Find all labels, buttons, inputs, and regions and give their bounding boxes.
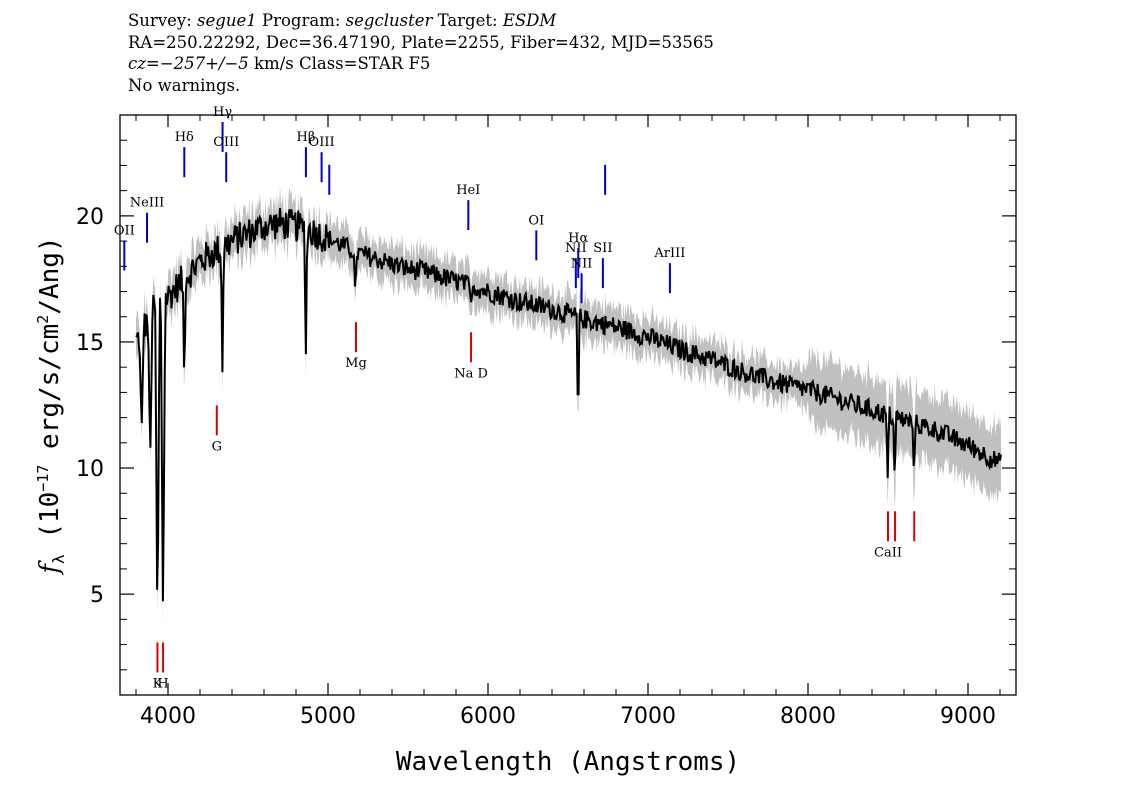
absorption-line-label: Mg [345,356,367,371]
survey-label: Survey: [128,11,192,30]
x-tick-label: 9000 [940,704,996,729]
emission-line-label: HeI [456,183,480,198]
emission-line-label: Hα [568,231,588,246]
flux-layer [135,207,1002,602]
spectrum-header: Survey: segue1 Program: segcluster Targe… [128,10,714,96]
y-tick-label: 20 [76,205,104,230]
emission-line-label: ArIII [653,246,685,261]
header-line-warnings: No warnings. [128,75,241,95]
x-tick-label: 8000 [780,704,836,729]
emission-line-label: OII [114,223,135,238]
y-tick-label: 10 [76,457,104,482]
emission-line-label: OIII [213,135,239,150]
program-label: Program: [261,11,341,30]
y-tick-label: 15 [76,331,104,356]
absorption-line-label: H [157,676,168,691]
absorption-line-label: G [212,439,222,454]
emission-line-label: OIII [309,135,335,150]
error-band-layer [136,186,1001,626]
x-tick-label: 4000 [140,704,196,729]
program-value: segcluster [345,11,433,30]
survey-value: segue1 [197,11,257,30]
cz-value: −257+/−5 [159,54,249,73]
emission-line-label: NII [565,241,587,256]
y-tick-label: 5 [90,583,104,608]
plot-frame [119,114,1017,696]
header-line-coordinates: RA=250.22292, Dec=36.47190, Plate=2255, … [128,32,714,52]
y-axis-title: fλ (10−17 erg/s/cm2/Ang) [34,236,68,575]
absorption-line-label: CaII [874,545,902,560]
absorption-line-label: K [153,676,163,691]
x-tick-label: 7000 [620,704,676,729]
x-tick-label: 6000 [460,704,516,729]
cz-label: cz= [128,54,160,73]
emission-line-label: Hβ [296,130,315,145]
header-line-survey: Survey: segue1 Program: segcluster Targe… [128,10,714,32]
axes-layer: 4000 5000 6000 7000 8000 9000 5 10 15 20 [76,115,1016,729]
cz-unit-class: km/s Class=STAR F5 [254,54,431,73]
x-axis-title: Wavelength (Angstroms) [396,747,740,777]
emission-line-label: NeIII [130,196,164,211]
target-label: Target: [437,11,498,30]
x-tick-label: 5000 [300,704,356,729]
flux-series [135,207,1002,602]
header-line-redshift: cz=−257+/−5 km/s Class=STAR F5 [128,53,714,75]
target-value: ESDM [502,11,557,30]
emission-line-label: Hδ [175,130,194,145]
flux-error-band [136,186,1001,626]
absorption-line-label: Na D [454,366,488,381]
emission-line-label: SII [593,241,612,256]
emission-line-label: NII [571,256,593,271]
emission-line-label: Hγ [213,105,232,120]
emission-line-label: OI [528,213,544,228]
